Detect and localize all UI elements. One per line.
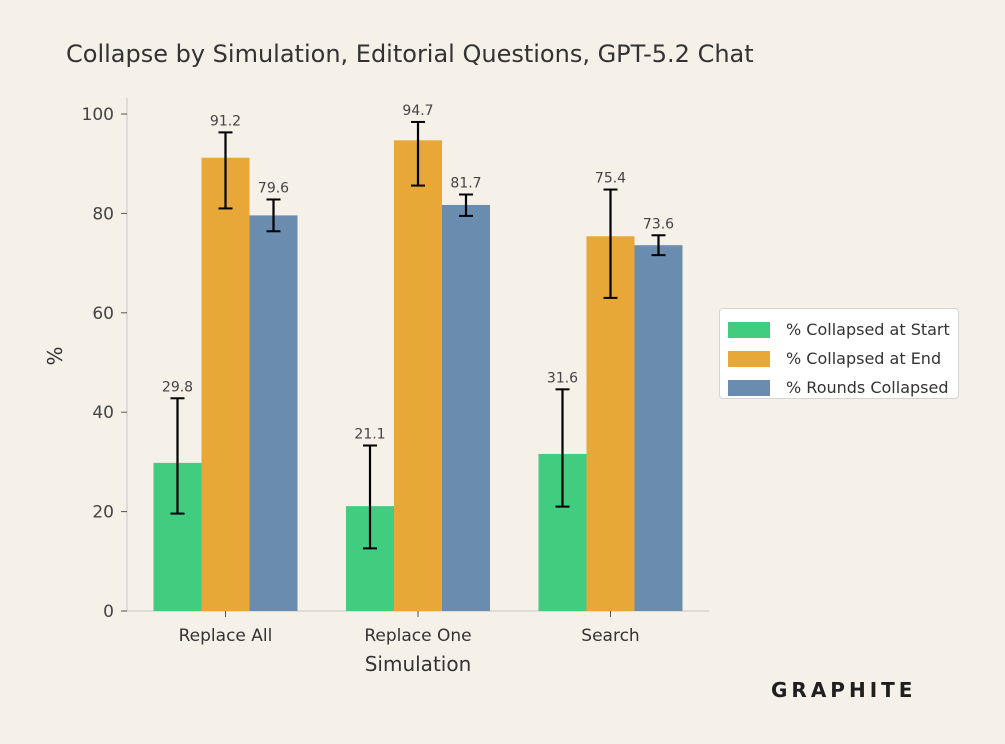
data-label: 29.8 [162, 379, 193, 395]
legend-label-start: % Collapsed at Start [786, 320, 950, 339]
y-axis-label: % [43, 346, 67, 365]
data-label: 79.6 [258, 180, 289, 196]
bar [249, 215, 298, 611]
y-tick-label: 20 [92, 503, 114, 523]
legend-label-end: % Collapsed at End [786, 349, 942, 368]
data-label: 94.7 [402, 103, 433, 119]
legend-label-rounds: % Rounds Collapsed [786, 378, 949, 397]
bar [634, 245, 683, 611]
bar [201, 157, 250, 611]
y-tick-label: 0 [103, 602, 114, 622]
x-tick-label: Replace One [364, 626, 471, 646]
data-label: 75.4 [595, 171, 626, 187]
data-label: 21.1 [354, 426, 385, 442]
data-label: 73.6 [643, 216, 674, 232]
chart-title: Collapse by Simulation, Editorial Questi… [66, 40, 754, 68]
y-tick-label: 40 [92, 403, 114, 423]
data-label: 31.6 [547, 370, 578, 386]
legend-item-start: % Collapsed at Start [720, 315, 958, 344]
graphite-logo: GRAPHITE [771, 678, 917, 702]
bar [442, 204, 490, 612]
y-tick-label: 100 [82, 105, 114, 125]
x-axis-label: Simulation [365, 652, 472, 676]
data-label: 91.2 [210, 113, 241, 129]
legend-item-rounds: % Rounds Collapsed [720, 373, 958, 402]
legend-swatch-rounds [728, 379, 770, 396]
legend-swatch-start [728, 321, 770, 338]
x-tick-label: Search [581, 626, 639, 646]
legend-swatch-end [728, 350, 770, 367]
legend-item-end: % Collapsed at End [720, 344, 958, 373]
y-tick-label: 80 [92, 204, 114, 224]
legend: % Collapsed at Start % Collapsed at End … [719, 308, 959, 399]
x-tick-label: Replace All [179, 626, 273, 646]
data-label: 81.7 [450, 176, 481, 192]
y-tick-label: 60 [92, 304, 114, 324]
bar [394, 140, 442, 611]
